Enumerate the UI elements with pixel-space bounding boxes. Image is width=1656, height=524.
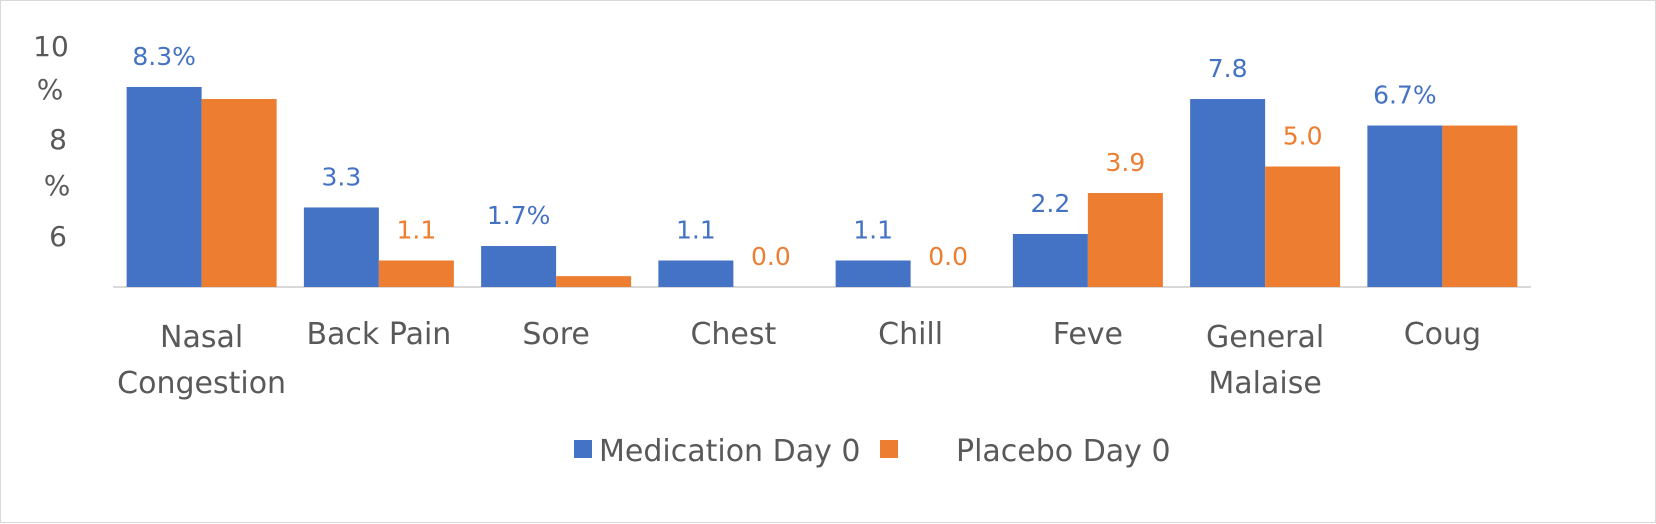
category-label: Nasal [160, 320, 243, 355]
bar-placebo [1442, 125, 1518, 287]
category-label: Malaise [1208, 366, 1321, 401]
bar-medication [658, 260, 734, 287]
category-label: General [1206, 320, 1324, 355]
data-label: 0.0 [751, 242, 791, 271]
bar-medication [126, 86, 202, 287]
data-label: 8.3% [132, 42, 196, 71]
bar-medication [481, 246, 557, 287]
category-label: Chest [690, 317, 776, 352]
data-label: 1.7% [487, 201, 551, 230]
bar-medication [1012, 233, 1088, 287]
data-label: 1.1 [676, 215, 716, 244]
y-tick-label: % [37, 73, 64, 106]
bar-medication [1190, 99, 1266, 288]
bar-medication [303, 207, 379, 287]
data-label: 0.0 [928, 242, 968, 271]
data-label: 2.2 [1030, 189, 1070, 218]
category-label: Chill [878, 317, 943, 352]
data-label: 7.8 [1208, 54, 1248, 83]
category-label: Coug [1404, 317, 1481, 352]
bar-placebo [378, 260, 454, 287]
data-label: 1.1 [853, 215, 893, 244]
bar-placebo [556, 276, 632, 287]
category-label: Sore [522, 317, 590, 352]
data-label: 1.1 [396, 215, 436, 244]
bar-placebo [1087, 193, 1163, 287]
legend-swatch-medication [574, 440, 592, 458]
y-tick-label: 6 [49, 220, 67, 253]
data-label: 5.0 [1283, 122, 1323, 151]
category-label: Feve [1053, 317, 1123, 352]
legend-swatch-placebo [880, 440, 898, 458]
y-tick-label: 8 [49, 123, 67, 156]
bar-placebo [201, 99, 277, 288]
data-label: 3.9 [1105, 148, 1145, 177]
y-tick-label: 10 [33, 30, 69, 63]
bar-placebo [1265, 166, 1341, 287]
category-label: Congestion [117, 366, 286, 401]
y-tick-label: % [44, 169, 71, 202]
data-label: 3.3 [321, 162, 361, 191]
legend-label-placebo: Placebo Day 0 [956, 434, 1171, 469]
category-label: Back Pain [306, 317, 451, 352]
data-label: 6.7% [1373, 81, 1437, 110]
legend-label-medication: Medication Day 0 [599, 434, 860, 469]
bar-medication [835, 260, 911, 287]
bar-medication [1367, 125, 1443, 287]
